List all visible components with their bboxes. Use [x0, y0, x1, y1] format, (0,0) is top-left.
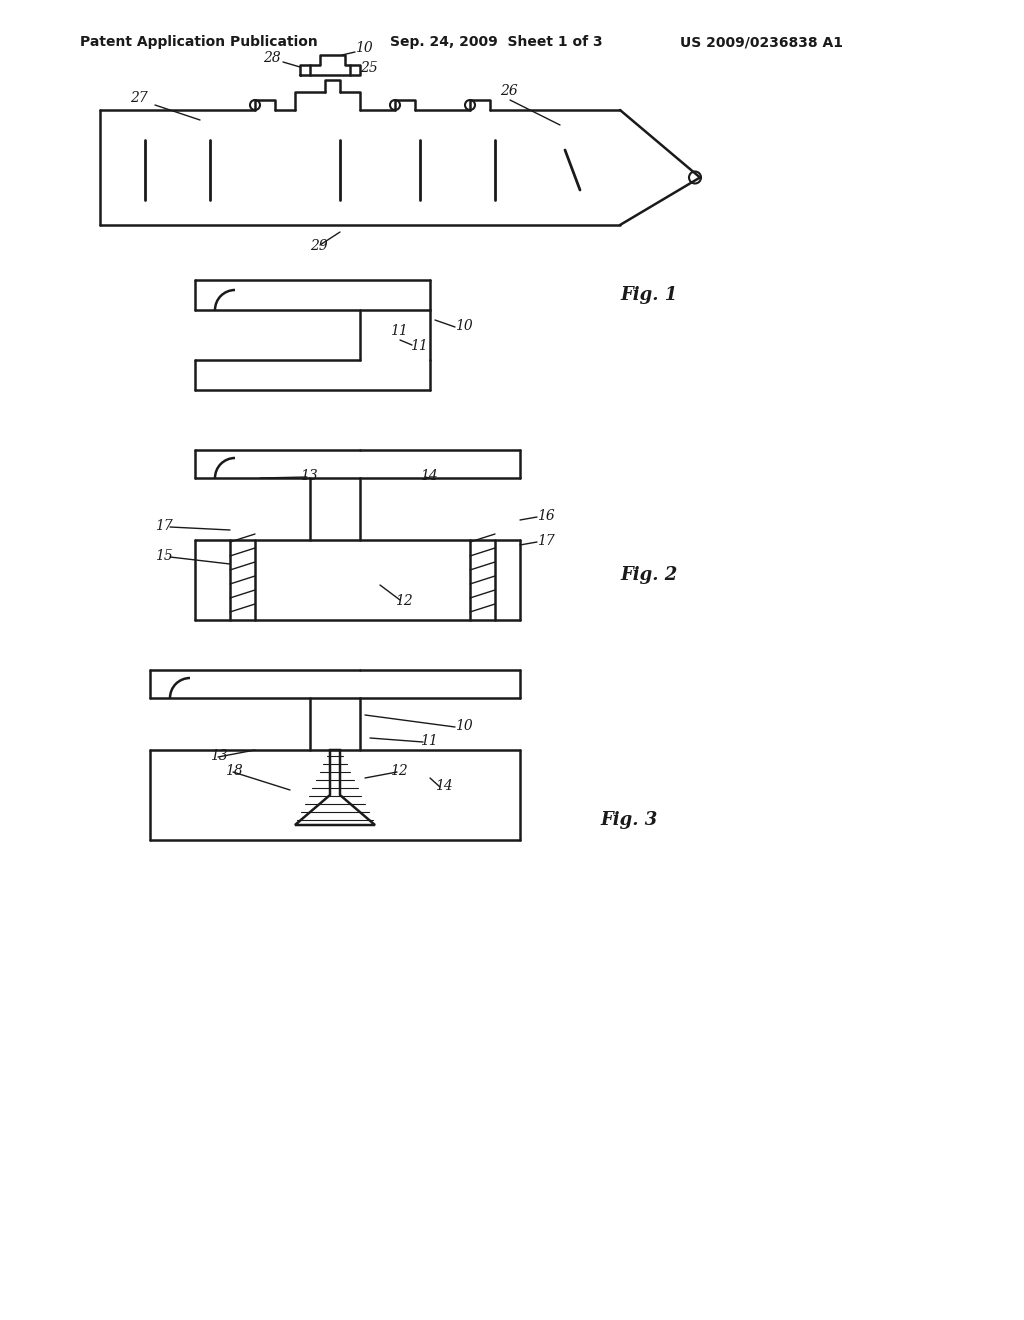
Text: 12: 12	[390, 764, 408, 777]
Text: 18: 18	[225, 764, 243, 777]
Text: 10: 10	[455, 319, 473, 333]
Text: 13: 13	[210, 748, 227, 763]
Text: 25: 25	[360, 61, 378, 75]
Text: Patent Application Publication: Patent Application Publication	[80, 36, 317, 49]
Text: 10: 10	[455, 719, 473, 733]
Text: US 2009/0236838 A1: US 2009/0236838 A1	[680, 36, 843, 49]
Text: 11: 11	[390, 323, 408, 338]
Text: 15: 15	[155, 549, 173, 564]
Text: 16: 16	[537, 510, 555, 523]
Text: Fig. 2: Fig. 2	[620, 566, 677, 583]
Text: Sep. 24, 2009  Sheet 1 of 3: Sep. 24, 2009 Sheet 1 of 3	[390, 36, 603, 49]
Text: 14: 14	[420, 469, 437, 483]
Text: 26: 26	[500, 84, 518, 98]
Text: 14: 14	[435, 779, 453, 793]
Text: Fig. 3: Fig. 3	[600, 810, 657, 829]
Text: 28: 28	[263, 51, 281, 65]
Text: 17: 17	[537, 535, 555, 548]
Text: 17: 17	[155, 519, 173, 533]
Text: 27: 27	[130, 91, 147, 106]
Text: 13: 13	[300, 469, 317, 483]
Text: Fig. 1: Fig. 1	[620, 286, 677, 304]
Text: 10: 10	[355, 41, 373, 55]
Text: 11: 11	[410, 339, 428, 352]
Text: 29: 29	[310, 239, 328, 253]
Text: 12: 12	[395, 594, 413, 609]
Text: 11: 11	[420, 734, 437, 748]
